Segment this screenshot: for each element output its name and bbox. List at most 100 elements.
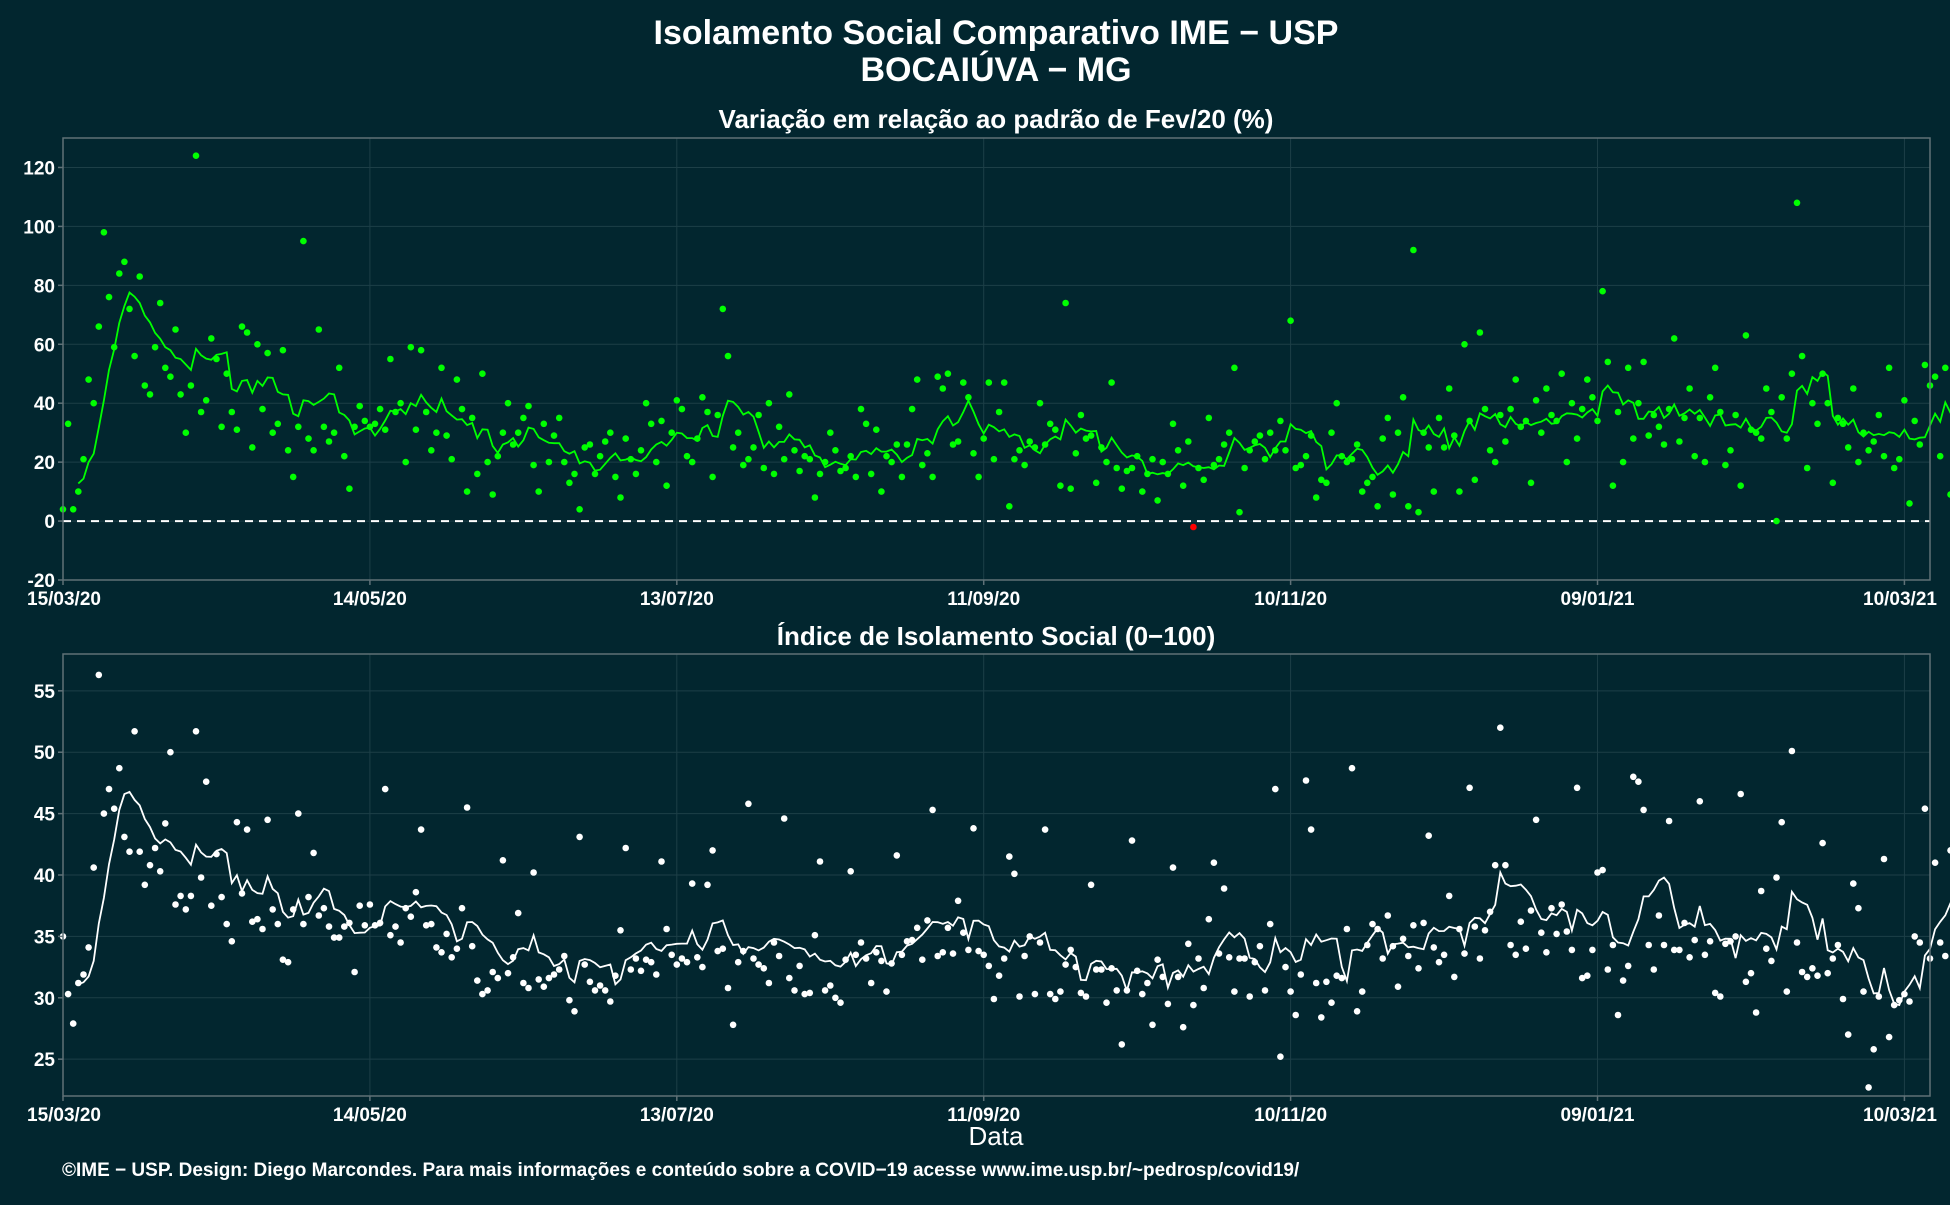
index-point: [197, 874, 205, 881]
variation-point: [1205, 414, 1213, 422]
variation-point: [1885, 364, 1893, 372]
variation-point: [1609, 482, 1617, 490]
index-point: [1491, 861, 1499, 869]
index-point: [269, 906, 277, 913]
variation-point: [474, 470, 481, 478]
index-point: [1302, 777, 1310, 784]
variation-point: [1364, 479, 1371, 487]
variation-point: [566, 479, 573, 487]
index-point: [1067, 946, 1074, 954]
variation-point: [1374, 503, 1381, 510]
index-point: [1006, 853, 1013, 860]
variation-point: [1599, 287, 1606, 295]
index-point: [1742, 978, 1750, 986]
variation-point: [1803, 464, 1811, 472]
variation-point: [1947, 491, 1950, 498]
index-point: [243, 826, 251, 833]
variation-point: [494, 452, 502, 460]
variation-point: [85, 376, 92, 383]
index-point: [622, 844, 629, 852]
variation-point: [177, 391, 184, 398]
variation-point: [1302, 452, 1310, 460]
variation-point: [320, 423, 328, 431]
variation-moving-average-line: [77, 291, 1950, 485]
variation-point: [448, 455, 456, 463]
index-point: [985, 962, 993, 970]
y-tick-label: 50: [34, 743, 55, 764]
variation-point: [893, 441, 901, 448]
index-point: [1328, 999, 1335, 1006]
variation-point: [146, 391, 154, 398]
y-tick-label: 45: [34, 805, 56, 826]
variation-point: [591, 470, 599, 478]
index-point: [284, 958, 292, 966]
variation-point: [903, 441, 911, 448]
variation-point: [1062, 299, 1069, 307]
index-point: [1706, 938, 1714, 945]
index-point: [259, 925, 266, 933]
index-point: [1185, 940, 1192, 948]
variation-point: [489, 491, 497, 498]
variation-point: [208, 335, 215, 342]
variation-point: [1128, 464, 1136, 472]
variation-point: [791, 447, 798, 454]
x-tick-label: 15/03/20: [27, 1105, 101, 1126]
variation-point: [965, 394, 972, 401]
variation-point: [182, 429, 190, 437]
variation-point: [1456, 488, 1463, 495]
index-point: [801, 990, 808, 998]
variation-panel-border: [62, 137, 1931, 581]
variation-point: [1604, 358, 1612, 366]
variation-point: [202, 397, 210, 404]
index-point: [699, 963, 706, 971]
index-point: [325, 923, 333, 930]
index-point: [1584, 972, 1591, 979]
index-point: [1870, 1046, 1877, 1053]
variation-point: [985, 379, 993, 386]
variation-point: [305, 435, 312, 442]
index-point: [791, 987, 798, 994]
index-point: [571, 1008, 578, 1015]
variation-point: [760, 464, 768, 472]
variation-point: [612, 473, 619, 481]
y-tick-label: 40: [34, 394, 55, 415]
variation-point: [980, 435, 987, 442]
index-point: [1466, 784, 1473, 792]
variation-point: [197, 408, 205, 416]
index-point: [1282, 963, 1289, 971]
variation-point: [1936, 452, 1944, 460]
index-point: [729, 1021, 737, 1029]
index-point: [1604, 966, 1612, 973]
index-point: [581, 961, 588, 968]
index-point: [1609, 941, 1617, 949]
variation-point: [100, 229, 108, 236]
variation-point: [1619, 458, 1627, 466]
index-point: [397, 939, 404, 946]
index-point: [295, 810, 302, 817]
index-point: [1246, 993, 1253, 1000]
index-point: [1809, 965, 1816, 972]
variation-point: [617, 494, 624, 501]
index-point: [167, 748, 174, 756]
variation-point: [514, 429, 522, 437]
index-point: [1635, 778, 1642, 785]
variation-point: [1154, 497, 1161, 504]
index-point: [361, 922, 369, 929]
variation-point: [1814, 420, 1821, 428]
variation-point: [397, 399, 404, 407]
index-point: [1921, 805, 1929, 812]
figure-subtitle: BOCAIÚVA − MG: [860, 51, 1131, 89]
index-point: [249, 918, 256, 925]
variation-point: [1630, 435, 1637, 442]
variation-point: [151, 343, 159, 351]
variation-point: [1169, 420, 1177, 428]
index-point: [1220, 885, 1228, 892]
index-point: [821, 987, 829, 994]
index-point: [1594, 869, 1601, 876]
variation-point: [1118, 485, 1126, 493]
index-point: [1916, 939, 1924, 946]
variation-point: [1440, 444, 1448, 451]
variation-point: [1911, 417, 1918, 425]
y-tick-label: 20: [34, 453, 55, 474]
index-point: [949, 950, 957, 957]
